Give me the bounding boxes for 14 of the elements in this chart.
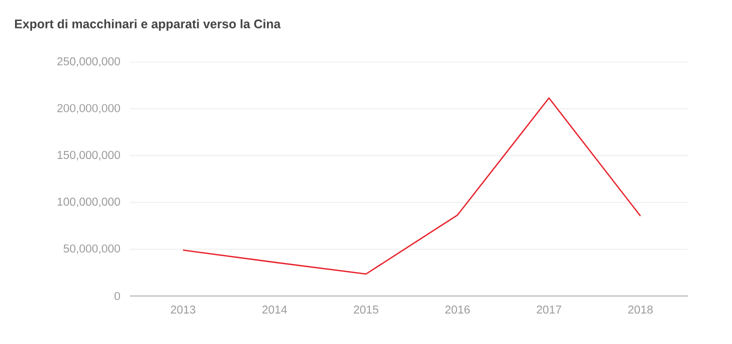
chart-title: Export di macchinari e apparati verso la Cina xyxy=(15,19,281,31)
y-tick-label: 100,000,000 xyxy=(58,198,120,208)
y-tick-label: 200,000,000 xyxy=(57,104,120,114)
y-tick-label: 0 xyxy=(114,292,120,300)
y-tick-label: 150,000,000 xyxy=(58,150,120,160)
x-tick-label: 2017 xyxy=(536,306,562,314)
x-tick-label: 2014 xyxy=(262,306,287,314)
y-tick-label: 50,000,000 xyxy=(64,244,120,254)
x-tick-label: 2016 xyxy=(445,306,470,314)
x-tick-label: 2018 xyxy=(628,306,653,314)
x-tick-label: 2013 xyxy=(170,306,196,314)
y-tick-label: 250,000,000 xyxy=(57,57,120,67)
x-tick-label: 2015 xyxy=(354,306,378,314)
line-series xyxy=(182,97,642,275)
